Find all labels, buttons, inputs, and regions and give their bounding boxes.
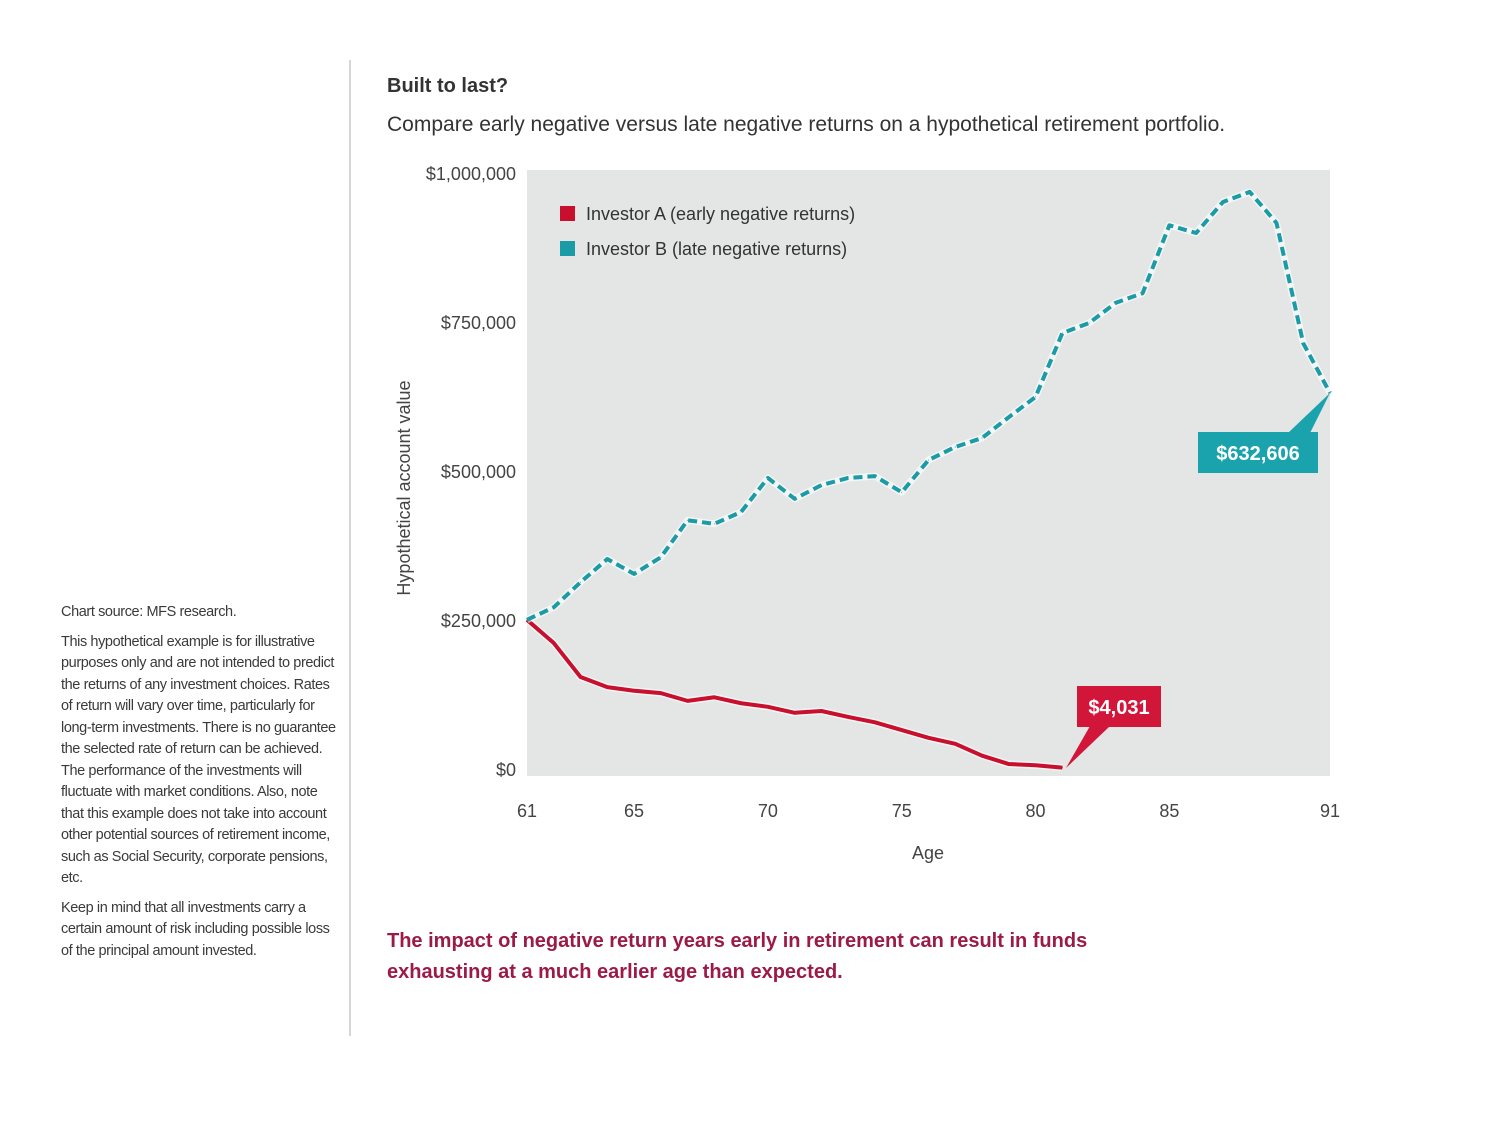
y-axis-label: Hypothetical account value <box>394 380 414 595</box>
data-point <box>767 706 769 708</box>
y-tick-label: $0 <box>496 760 516 780</box>
legend-swatch-investor-b <box>560 241 575 256</box>
data-point <box>981 437 983 439</box>
data-point <box>1275 222 1277 224</box>
data-point <box>1061 767 1063 769</box>
x-tick-label: 61 <box>517 801 537 821</box>
data-point <box>874 721 876 723</box>
y-tick-label: $500,000 <box>441 462 516 482</box>
x-tick-label: 91 <box>1320 801 1340 821</box>
data-point <box>954 446 956 448</box>
data-point <box>580 581 582 583</box>
disclaimer-text: This hypothetical example is for illustr… <box>61 633 336 887</box>
data-point <box>633 690 635 692</box>
data-point <box>954 743 956 745</box>
data-point <box>820 710 822 712</box>
x-tick-label: 85 <box>1159 801 1179 821</box>
data-point <box>553 606 555 608</box>
data-point <box>660 692 662 694</box>
data-point <box>1008 763 1010 765</box>
data-point <box>687 700 689 702</box>
data-point <box>874 475 876 477</box>
data-point <box>1195 232 1197 234</box>
data-point <box>1008 416 1010 418</box>
takeaway-text: The impact of negative return years earl… <box>387 930 1088 983</box>
data-point <box>713 523 715 525</box>
chart-subtitle: Compare early negative versus late negat… <box>387 113 1226 136</box>
data-point <box>1088 322 1090 324</box>
x-tick-label: 80 <box>1026 801 1046 821</box>
x-tick-label: 65 <box>624 801 644 821</box>
callout-pointer-b <box>1288 393 1330 433</box>
data-point <box>553 642 555 644</box>
data-point <box>740 511 742 513</box>
chart-title: Built to last? <box>387 75 509 97</box>
data-point <box>1302 342 1304 344</box>
data-point <box>1329 392 1331 394</box>
data-point <box>847 477 849 479</box>
data-point <box>767 477 769 479</box>
y-tick-label: $250,000 <box>441 611 516 631</box>
chart-notes: Chart source: MFS research. This hypothe… <box>61 602 336 970</box>
legend-label-investor-a: Investor A (early negative returns) <box>586 204 855 224</box>
x-tick-label: 75 <box>892 801 912 821</box>
data-point <box>713 696 715 698</box>
data-point <box>901 491 903 493</box>
data-point <box>1168 224 1170 226</box>
y-tick-label: $1,000,000 <box>426 164 516 184</box>
data-point <box>633 573 635 575</box>
legend-swatch-investor-a <box>560 206 575 221</box>
data-point <box>687 519 689 521</box>
data-point <box>794 712 796 714</box>
data-point <box>847 716 849 718</box>
y-tick-label: $750,000 <box>441 313 516 333</box>
column-divider <box>349 60 351 1036</box>
data-point <box>1115 302 1117 304</box>
end-value-investor-a: $4,031 <box>1088 697 1149 719</box>
annotation-investor-b: $632,606 <box>1198 393 1330 473</box>
data-point <box>1061 332 1063 334</box>
data-point <box>1035 396 1037 398</box>
data-point <box>606 686 608 688</box>
data-point <box>1035 764 1037 766</box>
data-point <box>1222 201 1224 203</box>
x-axis-label: Age <box>912 843 944 863</box>
data-point <box>928 459 929 461</box>
data-point <box>1142 292 1144 294</box>
data-point <box>606 558 608 560</box>
data-point <box>820 484 822 486</box>
data-point <box>901 729 903 731</box>
legend: Investor A (early negative returns) Inve… <box>560 204 855 259</box>
risk-text: Keep in mind that all investments carry … <box>61 899 330 959</box>
data-point <box>660 556 662 558</box>
plot-area <box>527 170 1330 776</box>
data-point <box>981 755 983 757</box>
end-value-investor-b: $632,606 <box>1216 443 1299 465</box>
data-point <box>526 619 528 621</box>
callout-pointer-a <box>1066 726 1110 768</box>
callout-box-b <box>1198 432 1318 473</box>
data-point <box>794 498 796 500</box>
data-point <box>1249 191 1251 193</box>
x-tick-label: 70 <box>758 801 778 821</box>
legend-label-investor-b: Investor B (late negative returns) <box>586 239 847 259</box>
annotation-investor-a: $4,031 <box>1066 686 1161 768</box>
data-point <box>580 676 582 678</box>
callout-box-a <box>1077 686 1161 727</box>
data-point <box>928 737 929 739</box>
data-point <box>740 702 742 704</box>
chart-source: Chart source: MFS research. <box>61 604 237 620</box>
